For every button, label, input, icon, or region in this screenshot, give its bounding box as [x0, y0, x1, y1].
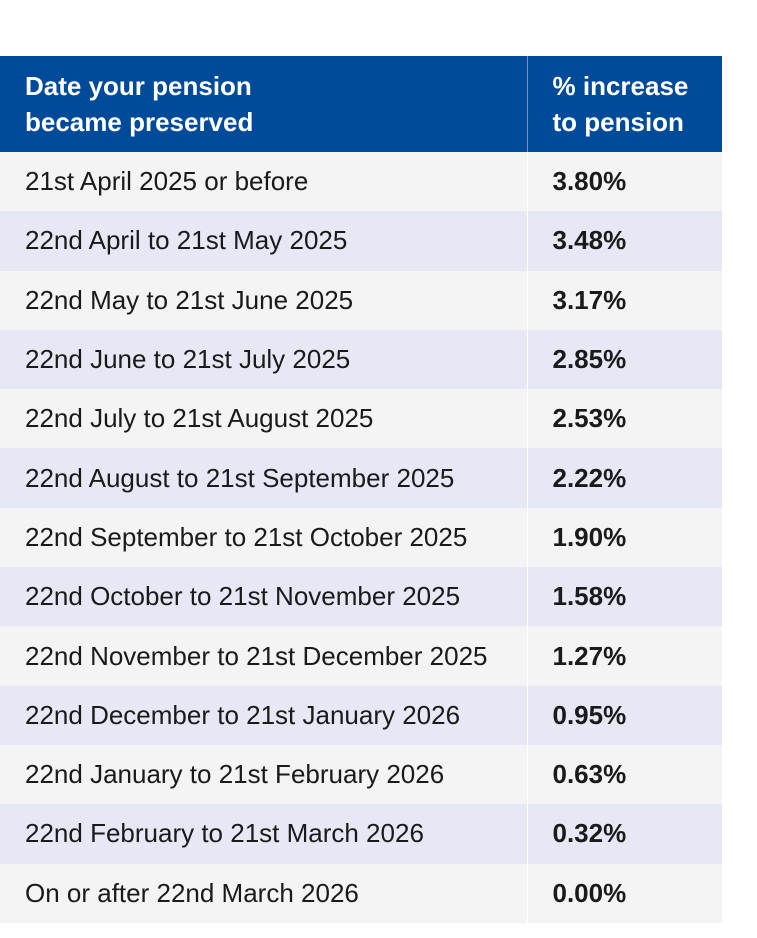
percent-increase-cell: 3.80%	[526, 152, 722, 212]
table-body: 21st April 2025 or before 3.80% 22nd April…	[0, 152, 722, 923]
preserved-date-cell: 22nd May to 21st June 2025	[0, 270, 527, 330]
table-row: 22nd April to 21st May 2025 3.48%	[0, 211, 722, 271]
table-row: 22nd December to 21st January 2026 0.95%	[0, 685, 722, 745]
table-row: 22nd February to 21st March 2026 0.32%	[0, 804, 722, 864]
preserved-date-cell: 21st April 2025 or before	[0, 152, 527, 212]
table-row: 22nd May to 21st June 2025 3.17%	[0, 270, 722, 330]
percent-increase-cell: 1.27%	[526, 626, 722, 686]
table-row: 22nd July to 21st August 2025 2.53%	[0, 389, 722, 449]
percent-increase-cell: 0.63%	[526, 744, 722, 805]
percent-increase-cell: 0.32%	[526, 804, 722, 864]
preserved-date-cell: 22nd February to 21st March 2026	[0, 804, 527, 864]
percent-increase-cell: 3.17%	[526, 270, 722, 330]
preserved-date-cell: 22nd December to 21st January 2026	[0, 685, 527, 745]
preserved-date-cell: On or after 22nd March 2026	[0, 863, 527, 923]
preserved-date-cell: 22nd January to 21st February 2026	[0, 744, 527, 805]
percent-increase-cell: 2.22%	[526, 448, 722, 508]
preserved-date-cell: 22nd June to 21st July 2025	[0, 329, 527, 390]
pension-increase-table-container: Date your pension became preserved % inc…	[0, 56, 722, 923]
table-row: 22nd September to 21st October 2025 1.90%	[0, 507, 722, 568]
table-row: 22nd November to 21st December 2025 1.27%	[0, 626, 722, 686]
table-row: On or after 22nd March 2026 0.00%	[0, 863, 722, 923]
percent-increase-cell: 0.95%	[526, 685, 722, 745]
table-header: Date your pension became preserved % inc…	[0, 56, 722, 152]
table-row: 21st April 2025 or before 3.80%	[0, 152, 722, 212]
header-row: Date your pension became preserved % inc…	[0, 56, 722, 152]
header-increase-line-1: % increase	[552, 71, 689, 101]
preserved-date-cell: 22nd April to 21st May 2025	[0, 211, 527, 271]
header-date-preserved: Date your pension became preserved	[0, 56, 528, 152]
percent-increase-cell: 0.00%	[526, 863, 722, 923]
table-row: 22nd October to 21st November 2025 1.58%	[0, 567, 722, 627]
percent-increase-cell: 1.58%	[526, 567, 722, 627]
preserved-date-cell: 22nd July to 21st August 2025	[0, 389, 527, 449]
percent-increase-cell: 2.53%	[526, 389, 722, 449]
header-date-line-2: became preserved	[25, 107, 254, 137]
pension-increase-table: Date your pension became preserved % inc…	[0, 56, 722, 923]
header-increase-line-2: to pension	[552, 107, 684, 137]
preserved-date-cell: 22nd September to 21st October 2025	[0, 507, 527, 568]
table-row: 22nd August to 21st September 2025 2.22%	[0, 448, 722, 508]
percent-increase-cell: 3.48%	[526, 211, 722, 271]
preserved-date-cell: 22nd August to 21st September 2025	[0, 448, 527, 508]
preserved-date-cell: 22nd November to 21st December 2025	[0, 626, 527, 686]
header-percent-increase: % increase to pension	[527, 56, 722, 152]
percent-increase-cell: 2.85%	[526, 329, 722, 390]
preserved-date-cell: 22nd October to 21st November 2025	[0, 567, 527, 627]
table-row: 22nd January to 21st February 2026 0.63%	[0, 744, 722, 805]
table-row: 22nd June to 21st July 2025 2.85%	[0, 329, 722, 390]
percent-increase-cell: 1.90%	[526, 507, 722, 568]
header-date-line-1: Date your pension	[25, 71, 252, 101]
